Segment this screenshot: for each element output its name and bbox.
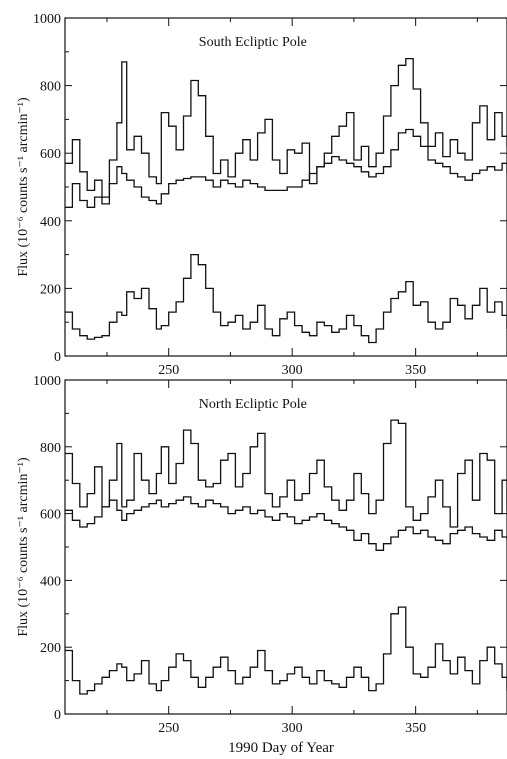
y-tick-label: 400 <box>40 215 61 230</box>
x-tick-label: 350 <box>405 721 426 736</box>
x-tick-label: 300 <box>282 363 303 378</box>
y-axis-label: Flux (10⁻⁶ counts s⁻¹ arcmin⁻¹) <box>16 97 31 277</box>
y-tick-label: 800 <box>40 441 61 456</box>
series-line-1 <box>65 419 507 528</box>
series-line-1 <box>65 57 507 198</box>
panel-south-ecliptic-pole: South Ecliptic Pole Flux (10⁻⁶ counts s⁻… <box>16 12 507 378</box>
y-tick-label: 200 <box>40 641 61 656</box>
panel-title: South Ecliptic Pole <box>199 35 307 50</box>
y-tick-label: 800 <box>40 80 61 95</box>
y-tick-label: 400 <box>40 574 61 589</box>
series-line-3 <box>65 606 507 695</box>
y-tick-label: 200 <box>40 282 61 297</box>
y-tick-label: 1000 <box>33 12 61 27</box>
y-tick-label: 600 <box>40 508 61 523</box>
panel-title: North Ecliptic Pole <box>199 397 307 412</box>
panel-north-ecliptic-pole: North Ecliptic Pole Flux (10⁻⁶ counts s⁻… <box>16 374 507 756</box>
x-tick-label: 350 <box>405 363 426 378</box>
y-axis-label: Flux (10⁻⁶ counts s⁻¹ arcmin⁻¹) <box>16 457 31 637</box>
x-axis-label: 1990 Day of Year <box>228 740 334 756</box>
plot-frame <box>64 379 507 715</box>
x-tick-label: 250 <box>158 363 179 378</box>
x-tick-label: 250 <box>158 721 179 736</box>
x-tick-label: 300 <box>282 721 303 736</box>
y-tick-label: 600 <box>40 147 61 162</box>
y-tick-label: 0 <box>54 350 61 365</box>
series-line-2 <box>65 496 507 551</box>
plot-frame <box>64 17 507 357</box>
series-line-3 <box>65 253 507 344</box>
series-line-2 <box>65 128 507 208</box>
y-tick-label: 1000 <box>33 374 61 389</box>
y-tick-label: 0 <box>54 708 61 723</box>
